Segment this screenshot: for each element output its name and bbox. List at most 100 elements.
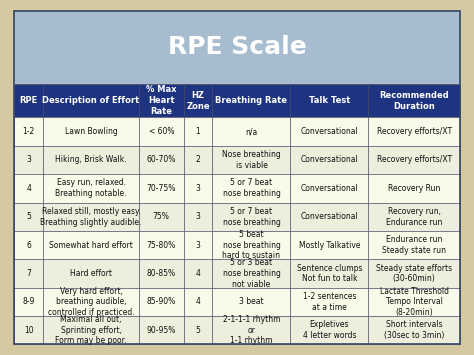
Text: 5 or 7 beat
nose breathing: 5 or 7 beat nose breathing	[223, 207, 281, 226]
Text: Easy run, relaxed.
Breathing notable.: Easy run, relaxed. Breathing notable.	[55, 179, 127, 198]
Text: Recovery efforts/XT: Recovery efforts/XT	[376, 155, 452, 164]
Bar	[183, 316, 212, 344]
Bar	[14, 174, 43, 202]
Text: 80-85%: 80-85%	[146, 269, 176, 278]
Bar	[14, 11, 460, 84]
Bar	[139, 118, 183, 146]
Bar	[14, 316, 43, 344]
Text: 1: 1	[196, 127, 201, 136]
Text: Short intervals
(30sec to 3min): Short intervals (30sec to 3min)	[384, 320, 444, 340]
Bar	[368, 316, 460, 344]
Text: 6: 6	[26, 241, 31, 250]
Bar	[139, 202, 183, 231]
Bar	[183, 259, 212, 288]
Text: Somewhat hard effort: Somewhat hard effort	[49, 241, 133, 250]
Text: Recovery efforts/XT: Recovery efforts/XT	[376, 127, 452, 136]
Bar	[43, 231, 139, 259]
Bar	[291, 174, 368, 202]
Text: Mostly Talkative: Mostly Talkative	[299, 241, 360, 250]
Text: Relaxed still, mostly easy.
Breathing slightly audible.: Relaxed still, mostly easy. Breathing sl…	[40, 207, 142, 226]
Text: Conversational: Conversational	[301, 127, 358, 136]
Text: 3: 3	[196, 212, 201, 221]
Text: 4: 4	[196, 269, 201, 278]
Bar	[368, 174, 460, 202]
Bar	[14, 231, 43, 259]
Bar	[43, 288, 139, 316]
Text: Lawn Bowling: Lawn Bowling	[65, 127, 118, 136]
Text: 1-2 sentences
at a time: 1-2 sentences at a time	[303, 292, 356, 312]
Bar	[368, 231, 460, 259]
Bar	[139, 316, 183, 344]
Text: 3: 3	[196, 184, 201, 193]
Bar	[14, 202, 43, 231]
Text: 4: 4	[26, 184, 31, 193]
Text: 8-9: 8-9	[22, 297, 35, 306]
Text: 5 or 3 beat
nose breathing
not viable: 5 or 3 beat nose breathing not viable	[223, 258, 281, 289]
Text: 70-75%: 70-75%	[146, 184, 176, 193]
Bar	[43, 202, 139, 231]
Text: Sentence clumps
Not fun to talk: Sentence clumps Not fun to talk	[297, 263, 362, 283]
Text: < 60%: < 60%	[148, 127, 174, 136]
Bar	[139, 259, 183, 288]
Bar	[212, 316, 291, 344]
Text: Expletives
4 letter words: Expletives 4 letter words	[303, 320, 356, 340]
Bar	[212, 288, 291, 316]
Text: RPE Scale: RPE Scale	[168, 36, 306, 59]
Bar	[43, 146, 139, 174]
Text: RPE: RPE	[19, 96, 38, 105]
Text: HZ
Zone: HZ Zone	[186, 91, 210, 111]
Text: Breathing Rate: Breathing Rate	[216, 96, 287, 105]
Text: Conversational: Conversational	[301, 184, 358, 193]
Text: Steady state efforts
(30-60min): Steady state efforts (30-60min)	[376, 263, 452, 283]
Bar	[368, 288, 460, 316]
Bar	[212, 231, 291, 259]
Bar	[43, 174, 139, 202]
Bar	[14, 118, 43, 146]
Bar	[291, 118, 368, 146]
Text: Recovery Run: Recovery Run	[388, 184, 440, 193]
Text: 4: 4	[196, 297, 201, 306]
Bar	[183, 288, 212, 316]
Bar	[212, 202, 291, 231]
Text: 3 beat: 3 beat	[239, 297, 264, 306]
Bar	[14, 146, 43, 174]
Bar	[212, 146, 291, 174]
Bar	[368, 202, 460, 231]
Text: 5 or 7 beat
nose breathing: 5 or 7 beat nose breathing	[223, 179, 281, 198]
Bar	[14, 259, 43, 288]
Text: 85-90%: 85-90%	[146, 297, 176, 306]
Bar	[291, 288, 368, 316]
Bar	[212, 84, 291, 118]
Bar	[368, 146, 460, 174]
Bar	[291, 202, 368, 231]
Bar	[183, 146, 212, 174]
Bar	[183, 174, 212, 202]
Text: 90-95%: 90-95%	[146, 326, 176, 335]
Text: Description of Effort: Description of Effort	[43, 96, 140, 105]
Text: 1-2: 1-2	[23, 127, 35, 136]
Text: Maximal all out,
Sprinting effort,
Form may be poor.: Maximal all out, Sprinting effort, Form …	[55, 315, 127, 345]
Text: 2-1-1-1 rhythm
or
1-1 rhythm: 2-1-1-1 rhythm or 1-1 rhythm	[223, 315, 280, 345]
Bar	[212, 259, 291, 288]
Text: 60-70%: 60-70%	[146, 155, 176, 164]
Bar	[368, 118, 460, 146]
Bar	[368, 259, 460, 288]
Bar	[183, 202, 212, 231]
Text: Conversational: Conversational	[301, 155, 358, 164]
Text: 75%: 75%	[153, 212, 170, 221]
Bar	[368, 84, 460, 118]
Bar	[183, 84, 212, 118]
Text: 75-80%: 75-80%	[146, 241, 176, 250]
Text: 5 beat
nose breathing
hard to sustain: 5 beat nose breathing hard to sustain	[222, 230, 281, 260]
Text: 5: 5	[196, 326, 201, 335]
Text: Very hard effort,
breathing audible,
controlled if practiced.: Very hard effort, breathing audible, con…	[48, 286, 135, 317]
Text: 3: 3	[196, 241, 201, 250]
Text: Conversational: Conversational	[301, 212, 358, 221]
Bar	[43, 259, 139, 288]
Bar	[212, 174, 291, 202]
Text: 3: 3	[26, 155, 31, 164]
Text: Nose breathing
is viable: Nose breathing is viable	[222, 150, 281, 170]
Bar	[43, 84, 139, 118]
Text: % Max
Heart
Rate: % Max Heart Rate	[146, 86, 176, 116]
Bar	[139, 146, 183, 174]
